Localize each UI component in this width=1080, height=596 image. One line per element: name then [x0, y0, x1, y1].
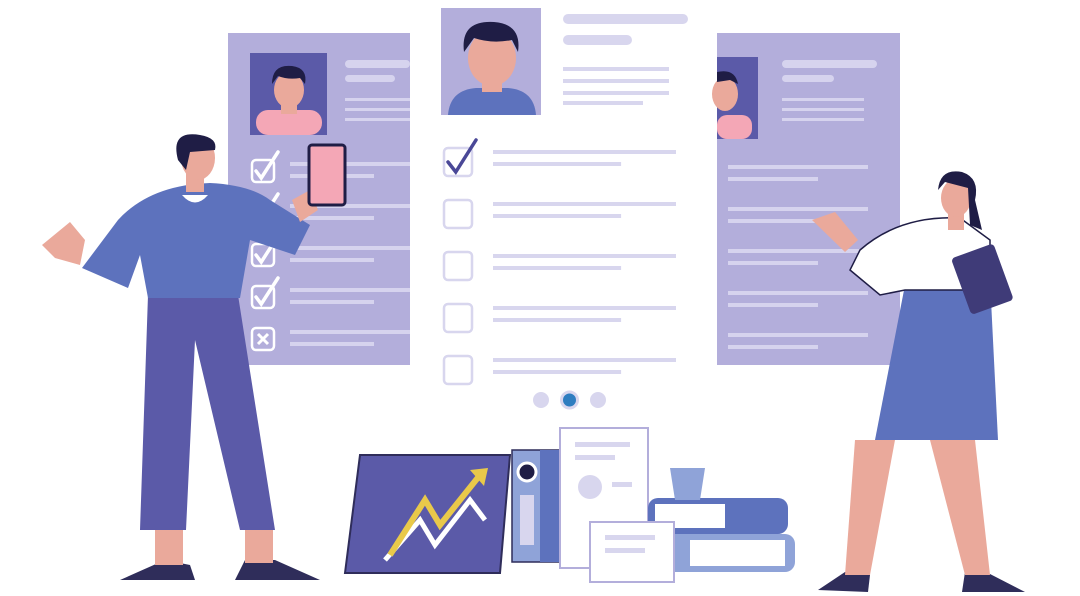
check-icon	[254, 276, 280, 308]
carousel-pagination[interactable]	[533, 390, 606, 410]
resume-card-right[interactable]	[712, 33, 900, 365]
resume-card-left[interactable]	[228, 33, 410, 365]
cross-icon	[256, 332, 270, 346]
check-icon	[254, 150, 280, 182]
carousel-dot[interactable]	[560, 390, 579, 410]
checkbox-empty[interactable]	[442, 250, 676, 282]
man-character	[42, 134, 347, 580]
checkbox-checked[interactable]	[250, 276, 410, 310]
avatar-left	[256, 65, 322, 135]
checkbox-empty[interactable]	[442, 302, 676, 334]
checkbox-checked[interactable]	[442, 138, 676, 178]
checkbox-empty[interactable]	[442, 354, 676, 386]
check-icon	[446, 138, 478, 176]
growth-chart-card	[343, 454, 512, 574]
woman-character	[812, 171, 1025, 592]
avatar-center	[448, 21, 536, 115]
carousel-dot[interactable]	[533, 392, 549, 408]
documents-stack	[511, 427, 795, 583]
carousel-dot[interactable]	[590, 392, 606, 408]
resume-card-center[interactable]	[441, 5, 697, 386]
checkbox-empty[interactable]	[442, 198, 676, 230]
checkbox-crossed[interactable]	[250, 326, 410, 352]
